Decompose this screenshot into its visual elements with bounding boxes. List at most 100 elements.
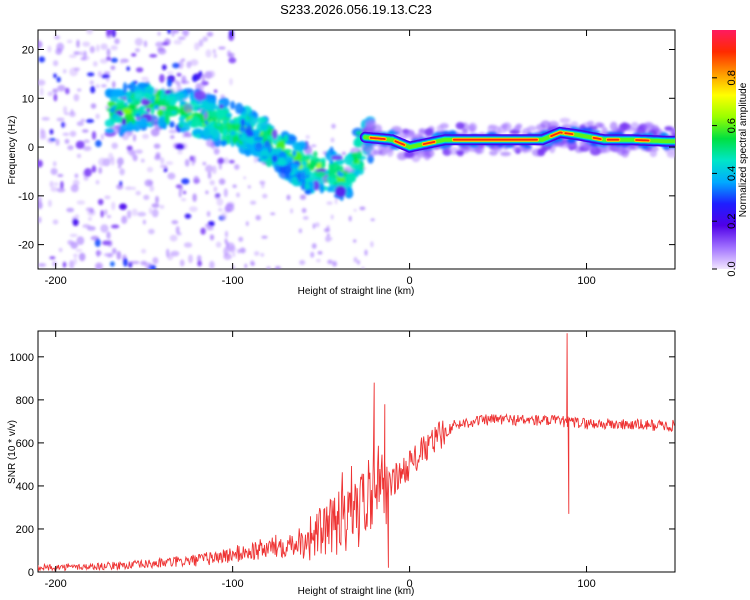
spectral-blob-1063 — [147, 97, 152, 101]
spectral-blob-345 — [169, 234, 178, 242]
spectral-blob-296 — [212, 165, 217, 175]
spectral-blob-140 — [130, 260, 140, 265]
spectral-blob-820 — [180, 127, 186, 133]
spectral-blob-281 — [213, 148, 220, 155]
spectral-blob-422 — [243, 176, 246, 180]
spectral-blob-1086 — [136, 110, 143, 115]
spectral-blob-29 — [184, 213, 192, 219]
spectral-blob-349 — [73, 256, 78, 265]
spectral-blob-1445 — [645, 123, 652, 129]
spectral-blob-485 — [330, 137, 335, 143]
spectral-blob-1057 — [169, 100, 177, 106]
snr-frame — [37, 330, 676, 573]
spectral-blob-1060 — [187, 119, 192, 125]
spectral-blob-378 — [76, 39, 80, 48]
spectral-blob-897 — [301, 156, 311, 161]
spectral-blob-1044 — [226, 112, 233, 118]
band-core-4 — [550, 131, 563, 137]
band-core-6 — [592, 136, 602, 140]
snr-ytick-label: 600 — [16, 438, 34, 450]
spectral-blob-357 — [82, 145, 92, 152]
spectral-blob-1433 — [501, 123, 509, 129]
spectral-blob-627 — [252, 112, 259, 120]
spectral-blob-936 — [119, 101, 125, 108]
spectral-blob-256 — [159, 164, 167, 169]
band-core-1 — [394, 140, 406, 146]
spectral-blob-154 — [72, 218, 79, 227]
spectral-blob-1154 — [304, 177, 313, 183]
spectral-blob-301 — [56, 76, 61, 83]
spectral-blob-1397 — [664, 126, 674, 131]
spectrogram-ytick-label: 10 — [22, 93, 34, 105]
spectral-blob-358 — [38, 216, 42, 224]
spectral-blob-904 — [122, 82, 128, 95]
spectral-blob-989 — [194, 90, 206, 101]
spectral-blob-1190 — [291, 176, 299, 186]
spectral-blob-86 — [161, 64, 167, 71]
spectral-blob-1048 — [126, 98, 133, 103]
spectral-blob-331 — [175, 226, 180, 234]
spectral-blob-449 — [334, 198, 338, 205]
spectral-blob-0 — [38, 263, 47, 267]
spectral-blob-509 — [260, 253, 265, 257]
spectral-blob-462 — [317, 251, 323, 255]
snr-xtick-label: -100 — [222, 578, 244, 590]
spectral-blob-1010 — [344, 172, 357, 184]
spectral-blob-987 — [121, 118, 127, 126]
spectral-blob-1007 — [271, 129, 278, 140]
spectral-blob-769 — [256, 116, 268, 123]
spectral-blob-240 — [120, 59, 124, 65]
spectral-blob-411 — [126, 66, 131, 71]
spectral-blob-735 — [208, 109, 219, 118]
spectral-blob-205 — [181, 75, 187, 84]
spectral-blob-1425 — [468, 124, 476, 133]
spectral-blob-125 — [98, 157, 107, 167]
spectral-blob-261 — [169, 135, 175, 139]
colorbar-label: Normalized spectral amplitude — [738, 82, 749, 217]
spectral-blob-297 — [94, 238, 101, 247]
spectral-blob-1167 — [304, 189, 312, 195]
spectral-blob-365 — [157, 48, 167, 55]
spectral-blob-1038 — [180, 115, 186, 119]
spectral-blob-930 — [347, 187, 353, 194]
snr-xtick-label: 0 — [407, 578, 413, 590]
spectral-blob-1450 — [404, 129, 415, 137]
spectral-blob-97 — [85, 119, 95, 123]
spectral-blob-1024 — [350, 163, 362, 170]
spectral-blob-269 — [202, 36, 209, 42]
snr-ytick-label: 200 — [16, 524, 34, 536]
spectral-blob-134 — [179, 259, 185, 267]
spectral-blob-748 — [230, 100, 236, 110]
spectral-blob-1021 — [157, 108, 164, 117]
spectral-blob-149 — [66, 39, 73, 44]
spectral-blob-176 — [97, 198, 104, 206]
spectral-blob-66 — [171, 220, 179, 225]
spectral-blob-450 — [326, 233, 330, 237]
spectral-blob-1004 — [150, 115, 159, 127]
spectral-blob-434 — [266, 266, 271, 269]
spectral-blob-35 — [178, 60, 184, 70]
spectral-blob-293 — [49, 256, 56, 260]
spectral-blob-6 — [38, 79, 46, 86]
spectral-blob-228 — [65, 87, 70, 95]
spectral-blob-486 — [356, 260, 361, 265]
spectral-blob-292 — [64, 112, 70, 116]
spectral-blob-129 — [116, 157, 124, 166]
spectral-blob-212 — [76, 121, 84, 127]
spectral-blob-17 — [207, 171, 212, 180]
spectral-blob-447 — [250, 262, 255, 266]
spectral-blob-1316 — [621, 122, 628, 131]
spectral-blob-245 — [135, 190, 141, 196]
snr-xtick-label: -200 — [45, 578, 67, 590]
spectral-blob-170 — [131, 208, 138, 217]
spectral-blob-98 — [172, 62, 180, 69]
spectral-blob-1061 — [337, 170, 342, 176]
spectral-blob-85 — [96, 44, 100, 52]
spectral-blob-994 — [133, 90, 145, 101]
spectral-blob-438 — [247, 185, 251, 189]
spectrogram-xtick-label: -200 — [45, 275, 67, 287]
spectral-blob-801 — [178, 121, 189, 127]
band-core-8 — [635, 139, 650, 142]
spectral-blob-194 — [153, 143, 161, 149]
